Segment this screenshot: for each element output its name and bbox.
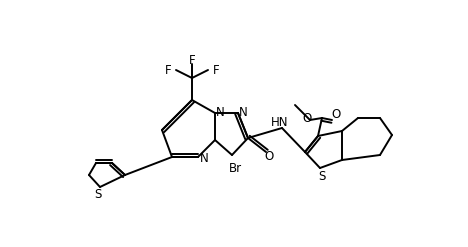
Text: O: O — [264, 150, 274, 164]
Text: O: O — [302, 112, 312, 125]
Text: F: F — [164, 63, 171, 77]
Text: F: F — [189, 54, 195, 66]
Text: N: N — [239, 105, 248, 119]
Text: N: N — [216, 105, 225, 119]
Text: S: S — [318, 169, 326, 183]
Text: Br: Br — [228, 163, 241, 176]
Text: HN: HN — [271, 117, 289, 129]
Text: N: N — [200, 151, 209, 165]
Text: F: F — [213, 63, 219, 77]
Text: O: O — [331, 108, 341, 122]
Text: S: S — [95, 187, 102, 201]
